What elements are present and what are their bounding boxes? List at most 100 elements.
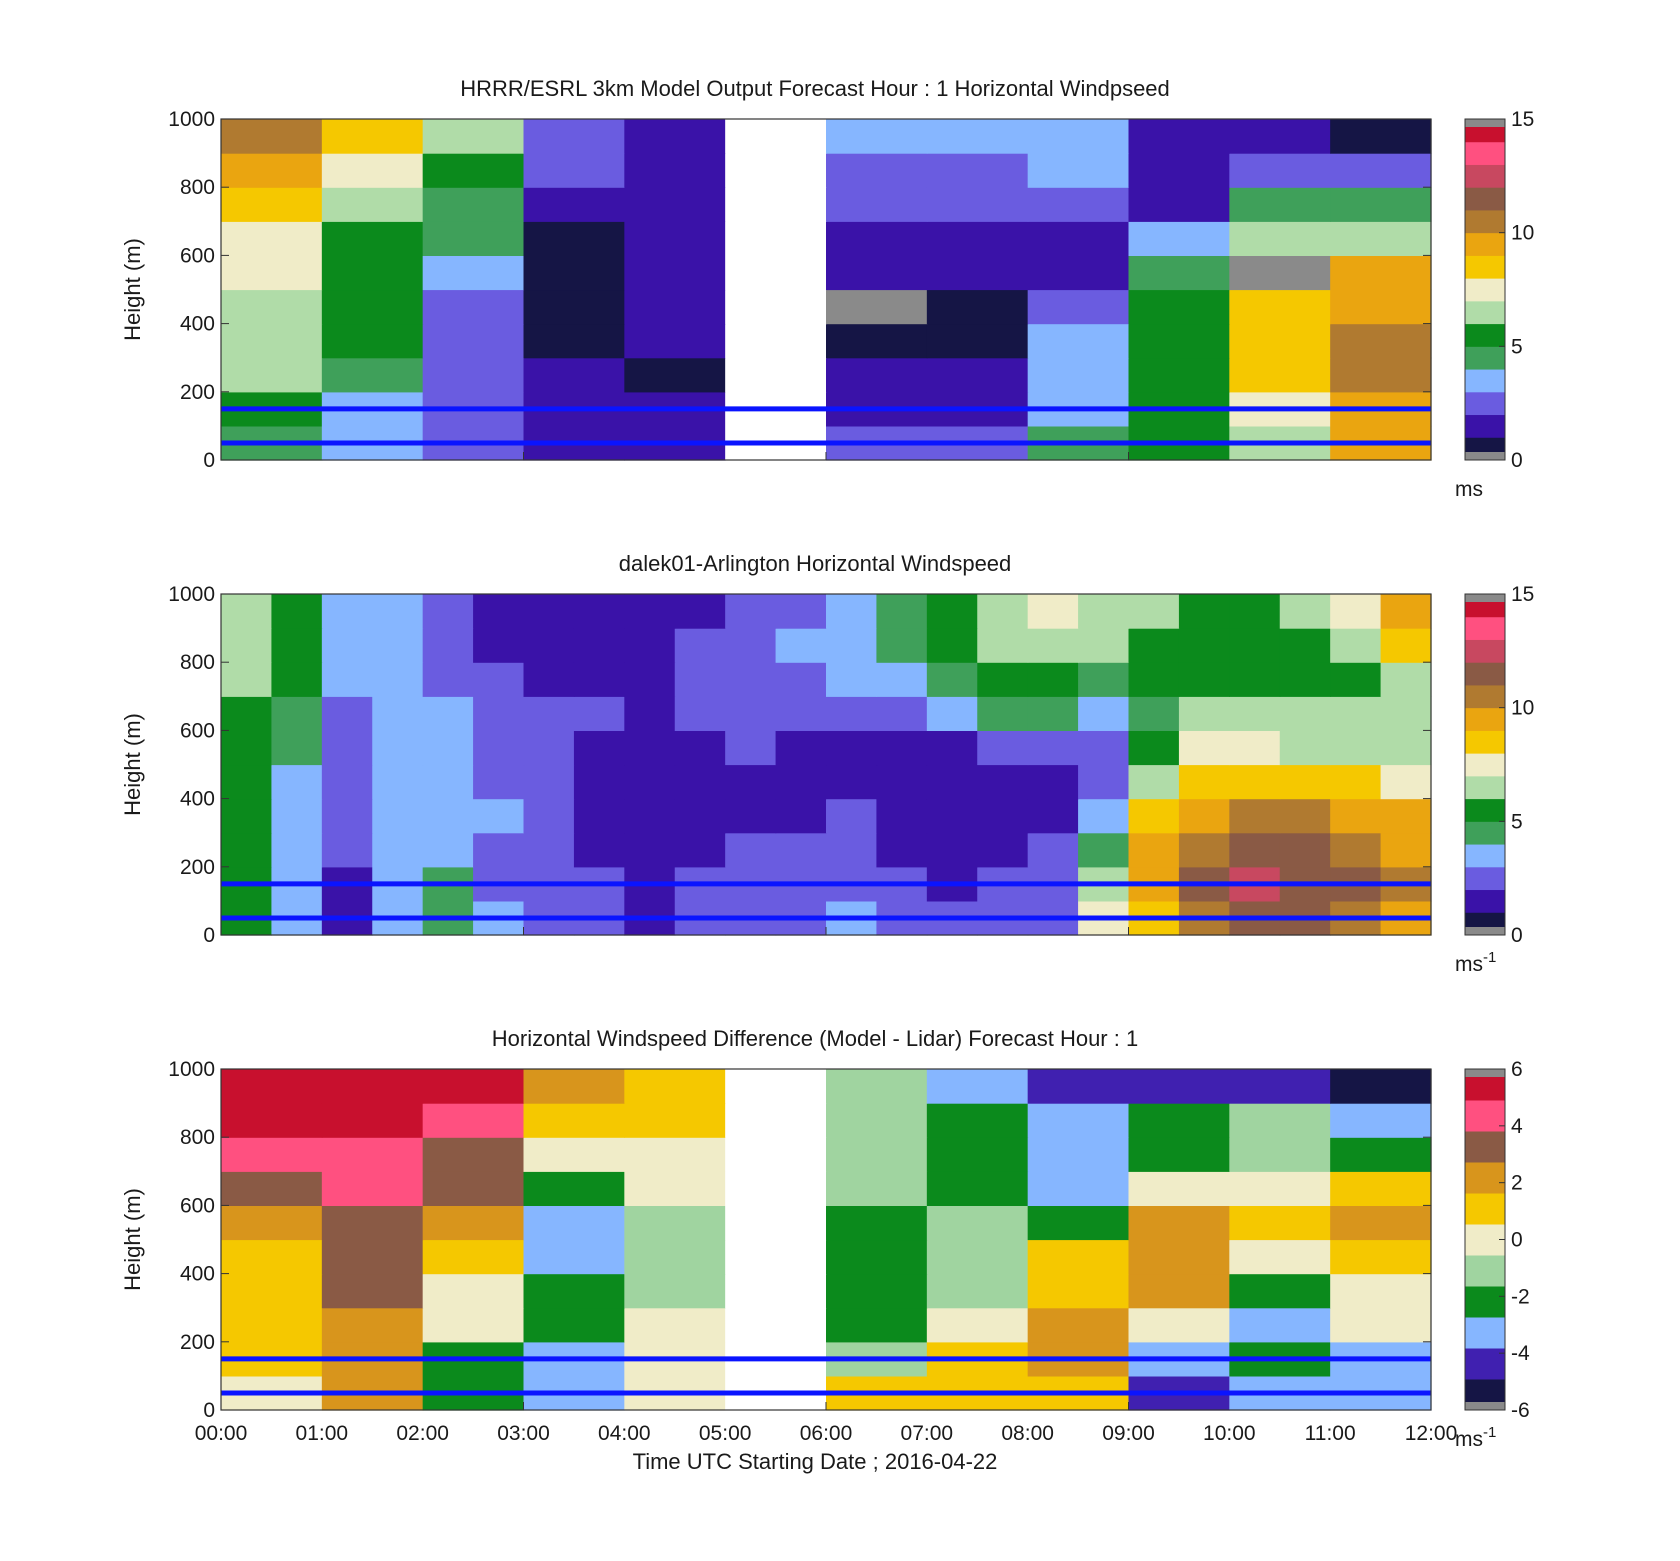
- heatmap-cell: [1128, 1273, 1230, 1309]
- heatmap-cell: [523, 798, 575, 834]
- heatmap-cell: [1330, 289, 1432, 325]
- y-tick-label: 400: [180, 313, 215, 336]
- y-tick-label: 600: [180, 1194, 215, 1217]
- heatmap-cell: [1229, 1103, 1331, 1138]
- heatmap-cell: [725, 662, 777, 697]
- heatmap-cell: [826, 187, 928, 222]
- heatmap-cell: [926, 357, 1029, 393]
- heatmap-cell: [1178, 662, 1230, 697]
- x-tick-label: 06:00: [800, 1422, 853, 1445]
- heatmap-cell: [926, 1273, 1029, 1309]
- heatmap-cell: [221, 1307, 323, 1343]
- heatmap-cell: [1027, 187, 1130, 222]
- heatmap-cell: [1128, 1307, 1230, 1343]
- heatmap-cell: [422, 119, 525, 154]
- colorbar-cap: [1465, 119, 1505, 127]
- colorbar-band: [1465, 1100, 1505, 1132]
- heatmap-cell: [876, 764, 928, 800]
- panel-title: HRRR/ESRL 3km Model Output Forecast Hour…: [460, 76, 1170, 101]
- heatmap-cell: [321, 764, 373, 800]
- heatmap-cell: [1078, 832, 1130, 868]
- heatmap-cell: [422, 628, 474, 663]
- heatmap-cell: [1128, 153, 1230, 188]
- heatmap-cell: [624, 119, 726, 154]
- heatmap-cell: [1279, 594, 1331, 629]
- heatmap-cell: [1229, 628, 1281, 663]
- heatmap-cell: [725, 1137, 827, 1172]
- heatmap-cell: [221, 764, 273, 800]
- colorbar-tick-label: 10: [1511, 222, 1534, 245]
- heatmap-cell: [1229, 662, 1281, 697]
- heatmap-cell: [573, 628, 625, 663]
- heatmap-cell: [1229, 832, 1281, 868]
- heatmap-cell: [1128, 1137, 1230, 1172]
- heatmap-cell: [1027, 764, 1079, 800]
- heatmap-cell: [1178, 730, 1230, 766]
- heatmap-cell: [372, 764, 424, 800]
- heatmap-cell: [221, 119, 323, 154]
- colorbar-ticks: 0 5 10 15: [1499, 108, 1534, 472]
- heatmap-cell: [271, 594, 323, 629]
- heatmap-cell: [624, 1103, 726, 1138]
- heatmap-cell: [221, 798, 273, 834]
- heatmap-cell: [1128, 696, 1180, 731]
- heatmap-cell: [523, 1273, 625, 1309]
- y-tick-label: 600: [180, 244, 215, 267]
- heatmap-cell: [271, 696, 323, 731]
- heatmap-cell: [1330, 1103, 1432, 1138]
- heatmap-cell: [876, 730, 928, 766]
- heatmap-cell: [321, 1069, 424, 1104]
- heatmap-cell: [1078, 594, 1130, 629]
- x-axis-ticks: [220, 927, 1432, 935]
- heatmap-cell: [422, 289, 525, 325]
- y-axis-label: Height (m): [120, 238, 145, 341]
- heatmap-cell: [826, 255, 928, 291]
- heatmap-cell: [624, 323, 726, 359]
- colorbar-band: [1465, 707, 1505, 731]
- heatmap-cell: [926, 594, 978, 629]
- heatmap-cell: [573, 696, 625, 731]
- heatmap-cell: [422, 187, 525, 222]
- heatmap-cell: [221, 187, 323, 222]
- heatmap-cell: [1027, 255, 1130, 291]
- heatmap-cell: [1178, 798, 1230, 834]
- heatmap-cell: [221, 832, 273, 868]
- heatmap-cell: [573, 662, 625, 697]
- heatmap-cell: [1330, 323, 1432, 359]
- heatmap-cell: [1027, 1273, 1130, 1309]
- heatmap-cell: [523, 357, 625, 393]
- heatmap-cell: [271, 798, 323, 834]
- heatmap-cell: [624, 764, 676, 800]
- heatmap-cell: [422, 764, 474, 800]
- heatmap-cell: [1027, 662, 1079, 697]
- heatmap-cell: [1027, 221, 1130, 256]
- heatmap-cell: [876, 696, 928, 731]
- heatmap-cell: [926, 119, 1029, 154]
- heatmap-cell: [725, 1103, 827, 1138]
- colorbar-band: [1465, 187, 1505, 211]
- heatmap-cell: [1128, 289, 1230, 325]
- heatmap-cell: [876, 832, 928, 868]
- y-tick-label: 1000: [168, 108, 215, 131]
- colorbar-band: [1465, 1348, 1505, 1380]
- y-axis-ticks: 0 200 400 600 800 1000: [168, 108, 1431, 472]
- colorbar-unit-base: ms: [1455, 953, 1483, 976]
- heatmap-cell: [1128, 255, 1230, 291]
- colorbar-cap: [1465, 594, 1505, 602]
- heatmap-cell: [1128, 1171, 1230, 1206]
- y-axis-label: Height (m): [120, 713, 145, 816]
- heatmap-cell: [926, 1307, 1029, 1343]
- heatmap-cell: [422, 730, 474, 766]
- reference-lines: [221, 1356, 1431, 1396]
- heatmap-cell: [1128, 1205, 1230, 1241]
- colorbar-band: [1465, 1224, 1505, 1256]
- heatmap-cell: [1027, 1239, 1130, 1275]
- heatmap-cell: [725, 1069, 827, 1104]
- heatmap-cell: [624, 662, 676, 697]
- heatmap-cell: [1078, 696, 1130, 731]
- heatmap-cell: [674, 628, 726, 663]
- heatmap-cell: [826, 832, 878, 868]
- colorbar-tick-label: 0: [1511, 924, 1523, 947]
- colorbar-frame: [1464, 118, 1506, 461]
- heatmap-cell: [725, 289, 827, 325]
